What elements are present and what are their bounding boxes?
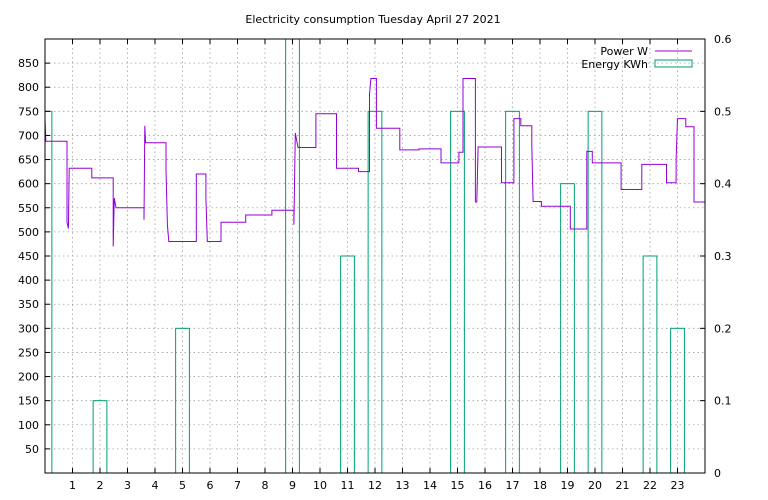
- x-tick-label: 1: [69, 479, 76, 492]
- y-tick-label: 800: [18, 81, 39, 94]
- legend-energy-label: Energy KWh: [581, 58, 648, 71]
- legend-energy-swatch: [654, 59, 693, 68]
- legend: Power W Energy KWh: [581, 45, 693, 71]
- x-tick-label: 8: [262, 479, 269, 492]
- y-tick-label: 500: [18, 226, 39, 239]
- x-tick-label: 3: [124, 479, 131, 492]
- y-tick-label: 150: [18, 395, 39, 408]
- energy-bar: [44, 110, 53, 474]
- legend-power-label: Power W: [600, 45, 648, 58]
- y-tick-label: 700: [18, 129, 39, 142]
- y-tick-label: 650: [18, 154, 39, 167]
- y2-tick-label: 0.6: [714, 33, 732, 46]
- y-tick-label: 200: [18, 371, 39, 384]
- x-tick-label: 4: [152, 479, 159, 492]
- axis-ticks: 1 2 3 4 5 6 7 8 9 10 11 12 13 14 15 16 17 18 19 20 21 22 23501…: [18, 33, 732, 492]
- x-tick-label: 10: [313, 479, 327, 492]
- power-line-layer: [44, 78, 705, 247]
- y2-tick-label: 0.4: [714, 178, 732, 191]
- y-tick-label: 50: [25, 443, 39, 456]
- y-tick-label: 750: [18, 105, 39, 118]
- x-tick-label: 2: [97, 479, 104, 492]
- y-tick-label: 300: [18, 322, 39, 335]
- x-tick-label: 12: [368, 479, 382, 492]
- x-tick-label: 13: [396, 479, 410, 492]
- y-tick-label: 250: [18, 346, 39, 359]
- y2-tick-label: 0.3: [714, 250, 732, 263]
- x-tick-label: 21: [616, 479, 630, 492]
- y2-tick-label: 0: [714, 467, 721, 480]
- x-tick-label: 23: [671, 479, 685, 492]
- x-tick-label: 22: [643, 479, 657, 492]
- x-tick-label: 16: [478, 479, 492, 492]
- x-tick-label: 17: [506, 479, 520, 492]
- x-tick-label: 6: [207, 479, 214, 492]
- y-tick-label: 850: [18, 57, 39, 70]
- y2-tick-label: 0.5: [714, 105, 732, 118]
- chart-title: Electricity consumption Tuesday April 27…: [245, 13, 500, 26]
- y-tick-label: 550: [18, 202, 39, 215]
- x-tick-label: 18: [533, 479, 547, 492]
- x-tick-label: 11: [341, 479, 355, 492]
- y2-tick-label: 0.1: [714, 395, 732, 408]
- power-line: [44, 78, 705, 247]
- y-tick-label: 350: [18, 298, 39, 311]
- y2-tick-label: 0.2: [714, 322, 732, 335]
- x-tick-label: 15: [451, 479, 465, 492]
- y-tick-label: 100: [18, 419, 39, 432]
- x-tick-label: 19: [561, 479, 575, 492]
- y-tick-label: 400: [18, 274, 39, 287]
- y-tick-label: 450: [18, 250, 39, 263]
- grid: [45, 39, 705, 473]
- y-tick-label: 600: [18, 178, 39, 191]
- x-tick-label: 5: [179, 479, 186, 492]
- x-tick-label: 7: [234, 479, 241, 492]
- x-tick-label: 9: [289, 479, 296, 492]
- x-tick-label: 20: [588, 479, 602, 492]
- x-tick-label: 14: [423, 479, 437, 492]
